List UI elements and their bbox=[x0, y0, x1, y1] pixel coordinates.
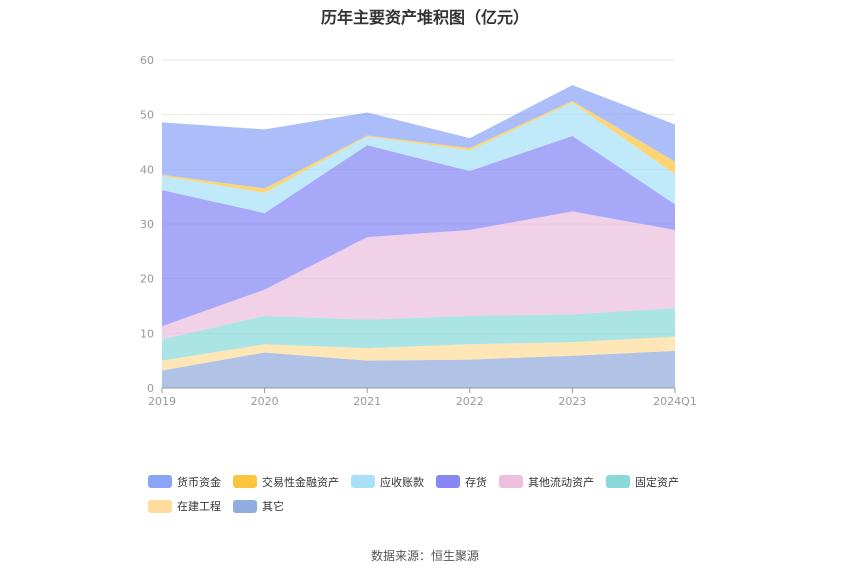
legend-item[interactable]: 交易性金融资产 bbox=[233, 474, 339, 490]
area-layers bbox=[162, 85, 675, 388]
legend-label: 在建工程 bbox=[177, 500, 221, 513]
area-series-3 bbox=[162, 211, 675, 340]
legend-swatch bbox=[351, 475, 375, 488]
area-series-7 bbox=[162, 85, 675, 189]
legend-item[interactable]: 其他流动资产 bbox=[499, 474, 594, 490]
legend-swatch bbox=[606, 475, 630, 488]
area-series-6 bbox=[162, 101, 675, 193]
legend-label: 货币资金 bbox=[177, 475, 221, 489]
data-source: 数据来源：恒生聚源 bbox=[370, 549, 479, 563]
legend-item[interactable]: 在建工程 bbox=[148, 498, 221, 514]
legend-item[interactable]: 应收账款 bbox=[351, 474, 424, 490]
legend-label: 固定资产 bbox=[635, 475, 679, 489]
legend-label: 其它 bbox=[262, 500, 284, 513]
y-tick-label: 10 bbox=[140, 327, 154, 340]
area-series-1 bbox=[162, 336, 675, 371]
y-tick-label: 60 bbox=[140, 54, 154, 67]
legend-item[interactable]: 存货 bbox=[436, 474, 487, 490]
area-series-0 bbox=[162, 350, 675, 388]
legend-swatch bbox=[499, 475, 523, 488]
legend-label: 交易性金融资产 bbox=[262, 475, 339, 489]
area-series-2 bbox=[162, 308, 675, 361]
legend-swatch bbox=[436, 475, 460, 488]
legend-item[interactable]: 其它 bbox=[233, 498, 284, 514]
area-series-5 bbox=[162, 102, 675, 214]
chart-title: 历年主要资产堆积图（亿元） bbox=[320, 8, 529, 27]
x-tick-label: 2023 bbox=[558, 395, 586, 408]
x-tick-label: 2019 bbox=[148, 395, 176, 408]
x-tick-label: 2021 bbox=[353, 395, 381, 408]
legend: 货币资金 交易性金融资产 应收账款 存货 其他流动资产 固定资产在建工程 其它 bbox=[148, 473, 728, 522]
axes: 0 10 20 30 40 50 60 2019 2020 2021 2022 2023 2024Q1 bbox=[140, 54, 697, 408]
legend-label: 其他流动资产 bbox=[528, 475, 594, 489]
x-tick-label: 2020 bbox=[251, 395, 279, 408]
x-tick-label: 2022 bbox=[456, 395, 484, 408]
legend-item[interactable]: 货币资金 bbox=[148, 474, 221, 490]
legend-swatch bbox=[148, 475, 172, 488]
legend-swatch bbox=[233, 499, 257, 513]
legend-swatch bbox=[233, 475, 257, 488]
x-tick-label: 2024Q1 bbox=[653, 395, 697, 408]
y-tick-label: 30 bbox=[140, 218, 154, 231]
y-tick-label: 0 bbox=[147, 382, 154, 395]
y-tick-label: 20 bbox=[140, 273, 154, 286]
y-tick-label: 40 bbox=[140, 163, 154, 176]
y-tick-label: 50 bbox=[140, 109, 154, 122]
legend-swatch bbox=[148, 499, 172, 513]
legend-label: 应收账款 bbox=[380, 475, 424, 489]
legend-item[interactable]: 固定资产 bbox=[606, 474, 679, 490]
stacked-area-chart: 0 10 20 30 40 50 60 2019 2020 2021 2022 2023 2024Q1 bbox=[140, 54, 697, 408]
legend-label: 存货 bbox=[465, 475, 487, 489]
area-series-4 bbox=[162, 135, 675, 327]
